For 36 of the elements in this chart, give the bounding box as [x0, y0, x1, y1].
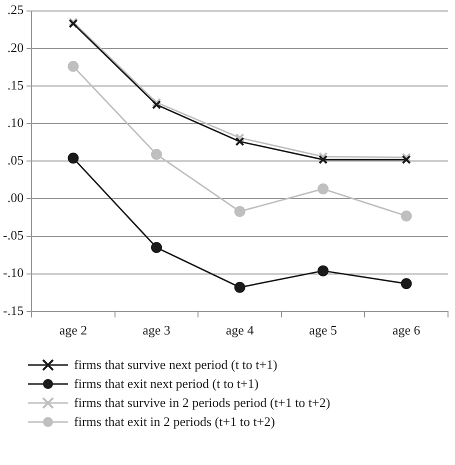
point [318, 155, 328, 164]
point [400, 210, 412, 222]
point [68, 152, 79, 164]
y-tick-label: .10 [7, 114, 24, 130]
legend-label: firms that survive next period (t to t+1) [74, 356, 278, 372]
point [402, 152, 411, 162]
y-tick-label: .15 [7, 77, 24, 92]
legend-label: firms that survive in 2 periods period (t+1 to t+2) [74, 394, 330, 410]
point [152, 98, 162, 108]
legend-label: firms that exit next period (t to t+1) [74, 376, 259, 392]
x-tick-label: age 5 [309, 322, 337, 338]
point [152, 100, 162, 110]
point [151, 242, 162, 254]
y-tick-label: -.05 [2, 228, 24, 243]
point [402, 155, 411, 164]
point [68, 60, 79, 72]
point [318, 152, 328, 162]
y-tick-label: -.15 [2, 302, 24, 318]
point [234, 206, 246, 217]
y-tick-label: .00 [7, 190, 24, 206]
x-tick-label: age 6 [392, 322, 421, 338]
point [318, 183, 329, 194]
x-tick-label: age 2 [59, 322, 88, 338]
point [318, 265, 329, 276]
point [235, 137, 244, 146]
point [234, 282, 246, 293]
x-tick-label: age 3 [142, 322, 170, 338]
y-tick-label: .05 [7, 152, 24, 168]
point [400, 278, 412, 290]
y-tick-label: -.10 [2, 265, 24, 280]
point [235, 133, 244, 142]
point [151, 148, 162, 160]
legend-label: firms that exit in 2 periods (t+1 to t+2) [74, 414, 275, 430]
y-tick-label: .25 [7, 2, 24, 18]
x-tick-label: age 4 [226, 322, 254, 338]
y-tick-label: .20 [7, 40, 24, 55]
